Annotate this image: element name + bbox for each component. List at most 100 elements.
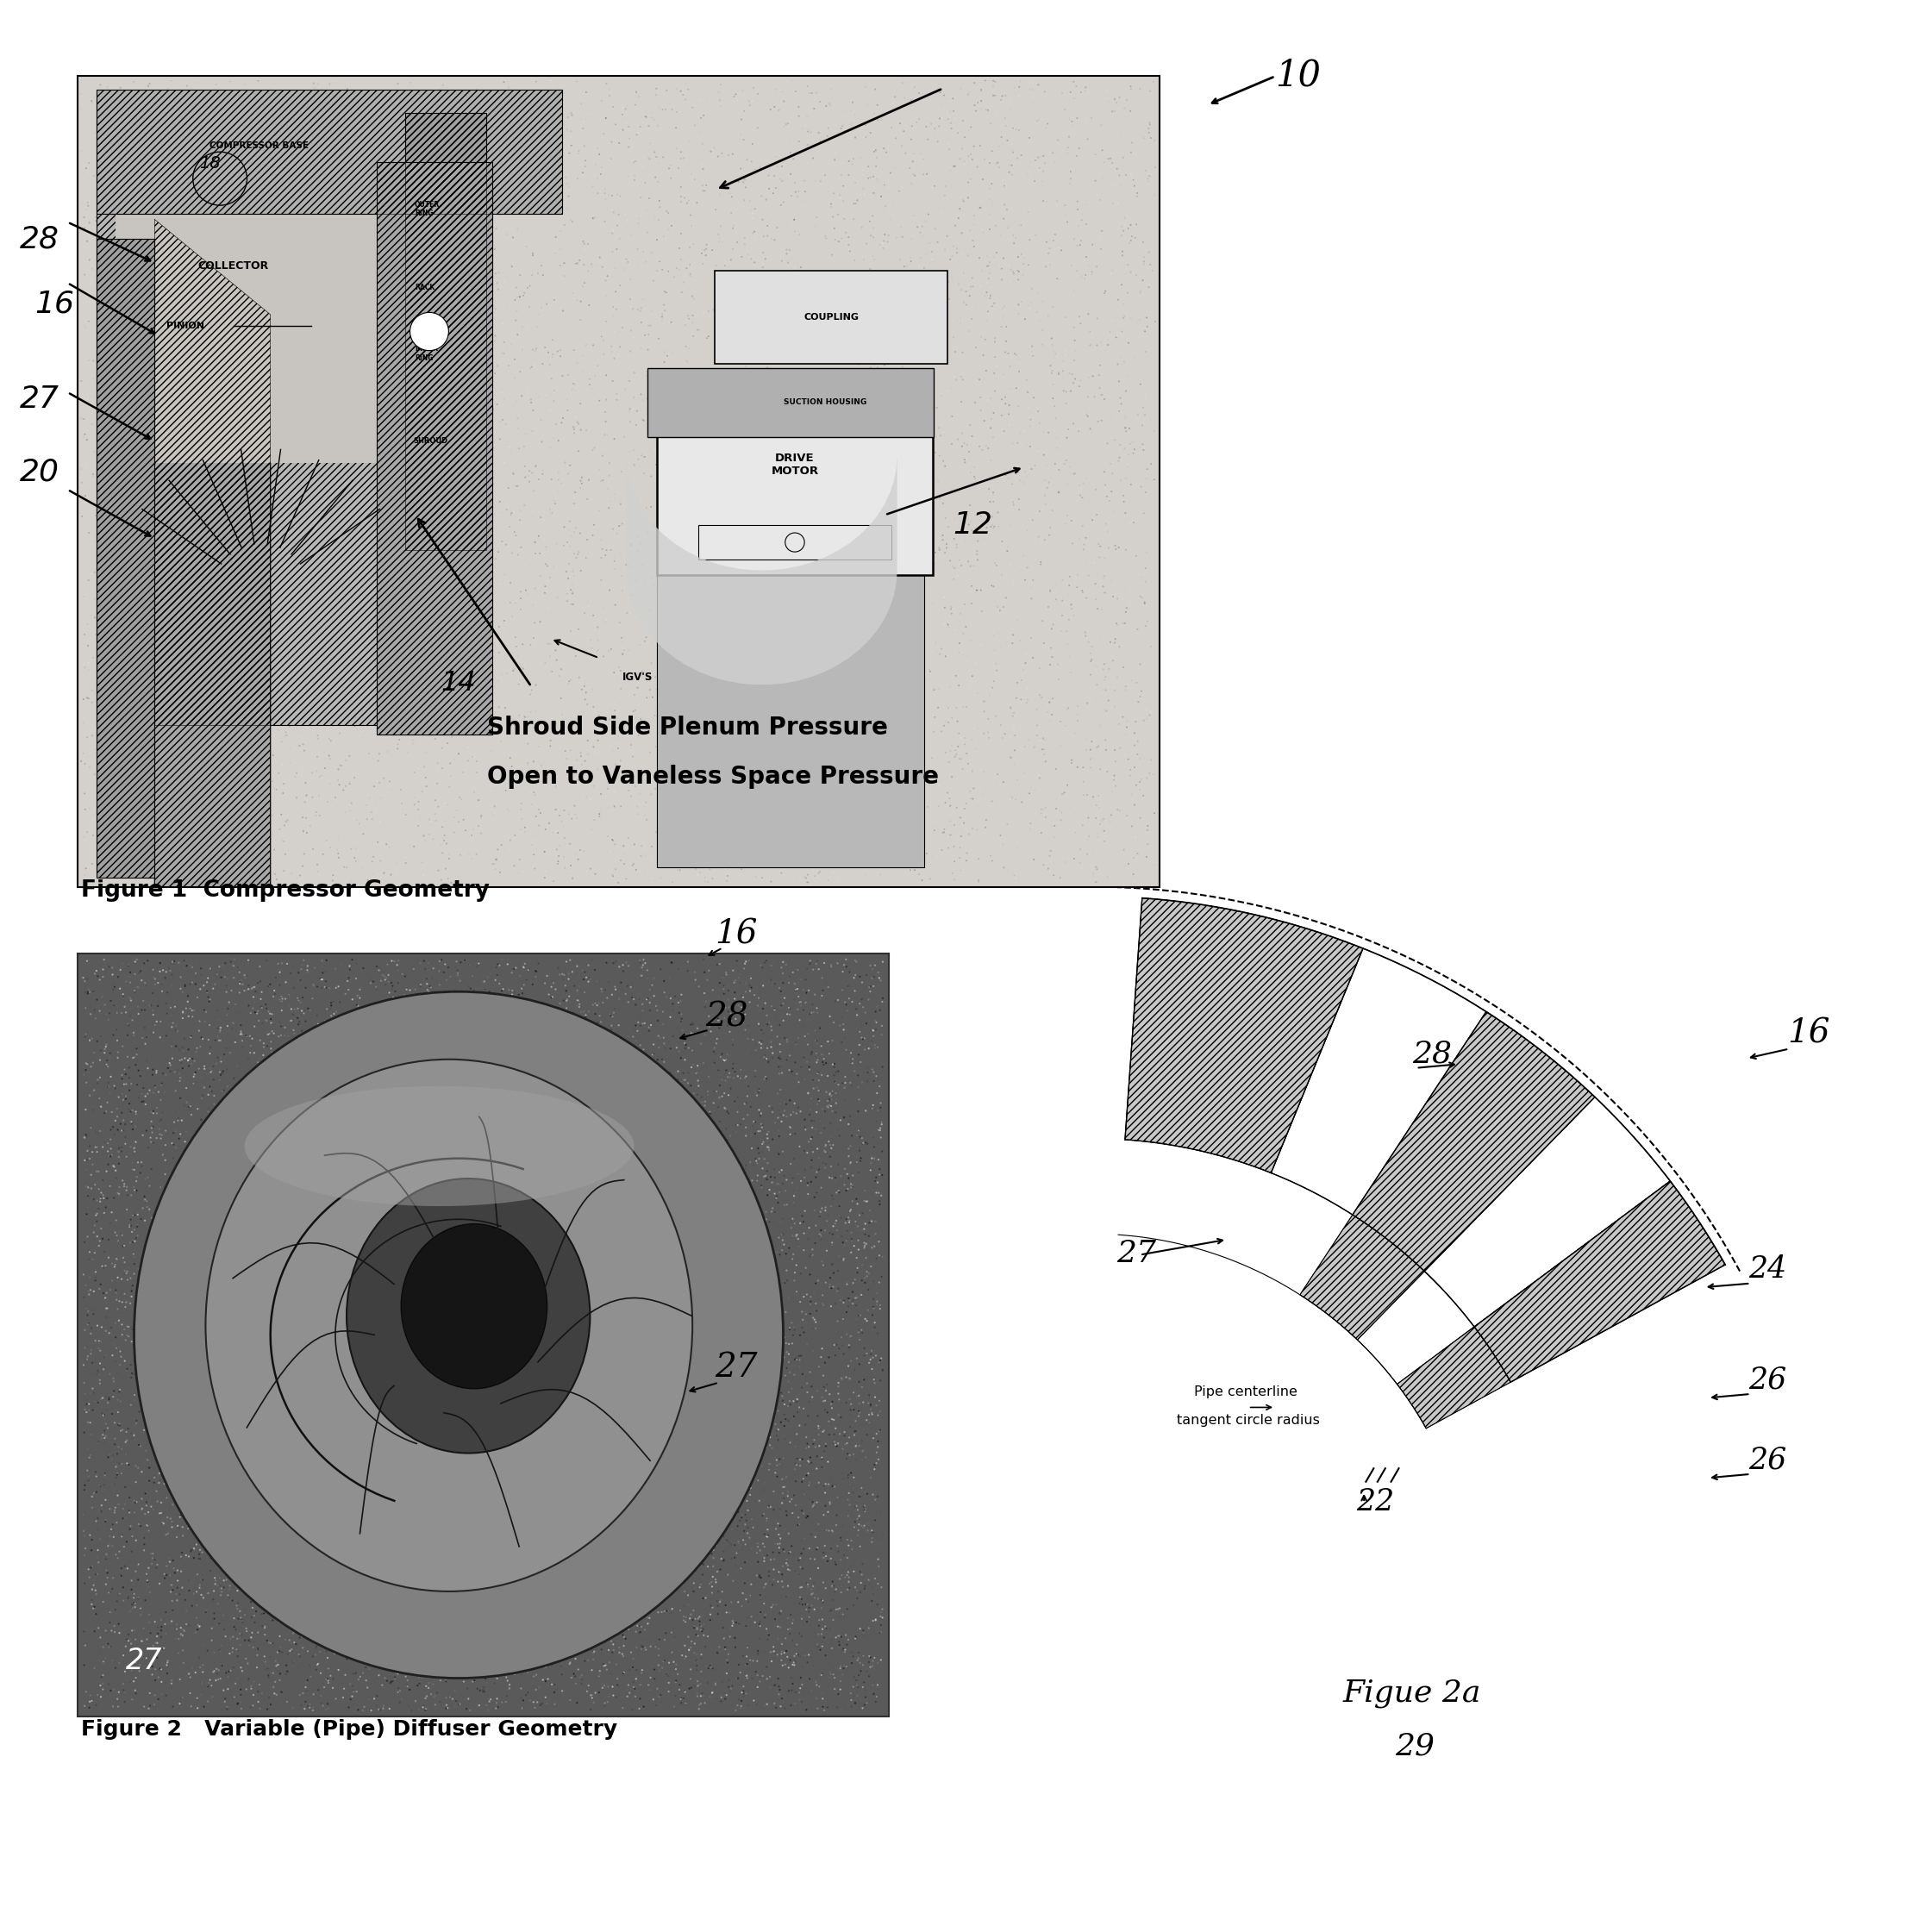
Point — [400, 515, 431, 545]
Point — [155, 1560, 185, 1590]
Point — [446, 625, 477, 656]
Point — [477, 208, 508, 238]
Point — [203, 1323, 234, 1354]
Point — [475, 982, 506, 1013]
Point — [713, 139, 744, 170]
Point — [632, 1379, 663, 1409]
Point — [564, 1198, 595, 1228]
Point — [498, 496, 529, 526]
Point — [303, 761, 334, 791]
Point — [566, 1161, 597, 1192]
Point — [730, 1112, 761, 1142]
Point — [811, 1398, 842, 1428]
Point — [259, 1575, 290, 1606]
Point — [182, 1037, 213, 1068]
Point — [645, 954, 676, 984]
Point — [417, 1270, 448, 1301]
Point — [286, 1190, 317, 1220]
Point — [386, 1446, 417, 1476]
Point — [1010, 458, 1041, 488]
Point — [997, 151, 1028, 181]
Point — [757, 568, 788, 599]
Point — [502, 1329, 533, 1360]
Point — [323, 1655, 354, 1686]
Point — [402, 1402, 433, 1432]
Point — [342, 456, 373, 486]
Point — [721, 1556, 752, 1587]
Point — [1059, 275, 1090, 305]
Point — [502, 1118, 533, 1148]
Point — [564, 1072, 595, 1102]
Point — [313, 1186, 344, 1217]
Point — [887, 351, 918, 381]
Point — [284, 1112, 315, 1142]
Point — [717, 236, 748, 267]
Point — [817, 1404, 848, 1434]
Point — [522, 1569, 553, 1600]
Point — [155, 1186, 185, 1217]
Point — [601, 84, 632, 114]
Point — [840, 1621, 871, 1651]
Point — [1078, 547, 1109, 578]
Point — [112, 1619, 143, 1650]
Point — [850, 860, 881, 891]
Point — [728, 728, 759, 759]
Point — [622, 1611, 653, 1642]
Point — [91, 1278, 122, 1308]
Point — [668, 671, 699, 702]
Point — [201, 782, 232, 812]
Point — [638, 683, 668, 713]
Point — [784, 1508, 815, 1539]
Point — [437, 1531, 468, 1562]
Point — [500, 820, 531, 851]
Point — [317, 1375, 348, 1405]
Point — [582, 725, 612, 755]
Point — [106, 774, 137, 805]
Point — [618, 1152, 649, 1182]
Point — [898, 620, 929, 650]
Point — [375, 1619, 406, 1650]
Point — [788, 261, 819, 292]
Point — [502, 385, 533, 416]
Point — [162, 700, 193, 730]
Point — [549, 248, 580, 278]
Point — [981, 97, 1012, 128]
Point — [118, 1043, 149, 1074]
Point — [425, 675, 456, 706]
Point — [661, 780, 692, 810]
Point — [835, 1173, 866, 1203]
Point — [270, 1548, 301, 1579]
Point — [83, 1064, 114, 1095]
Point — [694, 717, 724, 748]
Point — [562, 1173, 593, 1203]
Text: 27: 27 — [1117, 1240, 1157, 1268]
Point — [70, 1417, 100, 1447]
Point — [690, 1310, 721, 1341]
Point — [1001, 667, 1032, 698]
Point — [929, 814, 960, 845]
Point — [475, 1306, 506, 1337]
Point — [862, 1285, 893, 1316]
Point — [578, 1484, 609, 1514]
Point — [421, 1346, 452, 1377]
Point — [193, 1247, 224, 1278]
Point — [1049, 616, 1080, 646]
Point — [657, 618, 688, 648]
Point — [408, 1005, 439, 1036]
Point — [968, 217, 999, 248]
Point — [156, 1661, 187, 1692]
Point — [354, 1564, 384, 1594]
Point — [377, 212, 408, 242]
Point — [377, 400, 408, 431]
Point — [158, 404, 189, 435]
Point — [585, 706, 616, 736]
Point — [234, 1318, 265, 1348]
Point — [811, 677, 842, 707]
Point — [838, 1354, 869, 1384]
Point — [437, 1333, 468, 1364]
Point — [100, 1106, 131, 1137]
Point — [270, 1461, 301, 1491]
Point — [185, 954, 216, 984]
Point — [551, 1613, 582, 1644]
Point — [483, 1121, 514, 1152]
